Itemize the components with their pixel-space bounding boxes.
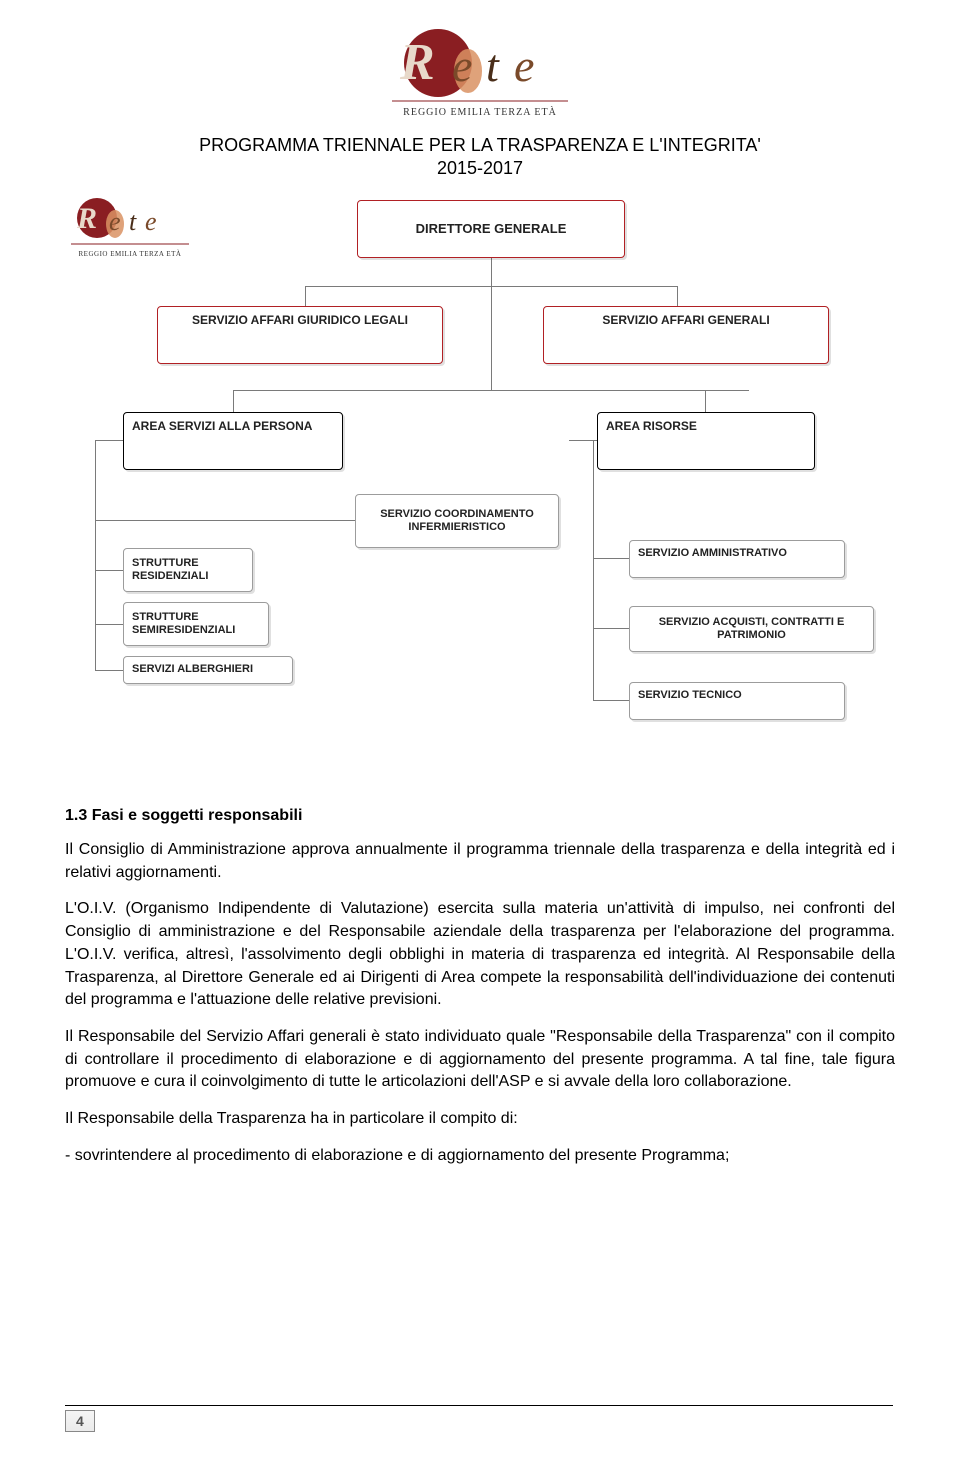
paragraph-4: Il Responsabile della Trasparenza ha in …	[65, 1108, 895, 1131]
org-connector	[491, 286, 492, 390]
org-node-alberghieri: SERVIZI ALBERGHIERI	[123, 656, 293, 684]
svg-text:t: t	[486, 40, 500, 91]
svg-text:e: e	[145, 207, 157, 236]
org-node-acquisti: SERVIZIO ACQUISTI, CONTRATTI E PATRIMONI…	[629, 606, 874, 652]
org-connector	[593, 628, 629, 629]
paragraph-2: L'O.I.V. (Organismo Indipendente di Valu…	[65, 898, 895, 1012]
org-node-legali: SERVIZIO AFFARI GIURIDICO LEGALI	[157, 306, 443, 364]
org-connector	[343, 520, 355, 521]
section-heading: 1.3 Fasi e soggetti responsabili	[65, 807, 895, 825]
page-footer: 4	[65, 1405, 893, 1432]
org-connector	[95, 440, 96, 670]
paragraph-3: Il Responsabile del Servizio Affari gene…	[65, 1026, 895, 1094]
org-connector	[95, 520, 343, 521]
org-node-persona: AREA SERVIZI ALLA PERSONA	[123, 412, 343, 470]
doc-year: 2015-2017	[65, 158, 895, 179]
org-node-tecnico: SERVIZIO TECNICO	[629, 682, 845, 720]
org-connector	[593, 558, 629, 559]
page-number: 4	[65, 1410, 95, 1432]
body-content: 1.3 Fasi e soggetti responsabili Il Cons…	[65, 807, 895, 1168]
svg-text:REGGIO EMILIA TERZA ETÀ: REGGIO EMILIA TERZA ETÀ	[403, 106, 557, 118]
header-logo: R e t e REGGIO EMILIA TERZA ETÀ	[65, 0, 895, 125]
svg-text:R: R	[399, 34, 435, 91]
org-connector	[593, 440, 594, 700]
org-node-risorse: AREA RISORSE	[597, 412, 815, 470]
org-connector	[95, 570, 123, 571]
org-connector	[491, 258, 492, 286]
org-connector	[95, 670, 123, 671]
rete-logo-icon: R e t e REGGIO EMILIA TERZA ETÀ	[370, 25, 590, 120]
org-chart: R e t e REGGIO EMILIA TERZA ETÀ DIRETTOR…	[65, 194, 895, 789]
org-node-residenziali: STRUTTURE RESIDENZIALI	[123, 548, 253, 592]
org-connector	[95, 440, 123, 441]
svg-text:REGGIO EMILIA TERZA ETÀ: REGGIO EMILIA TERZA ETÀ	[79, 250, 182, 258]
svg-text:R: R	[76, 202, 97, 235]
svg-text:e: e	[452, 40, 472, 91]
org-connector	[233, 390, 234, 412]
org-connector	[677, 286, 678, 306]
org-connector	[705, 390, 706, 412]
doc-title: PROGRAMMA TRIENNALE PER LA TRASPARENZA E…	[65, 135, 895, 156]
svg-text:e: e	[109, 207, 121, 236]
svg-text:e: e	[514, 40, 534, 91]
org-connector	[569, 440, 597, 441]
org-connector	[233, 390, 749, 391]
svg-text:t: t	[129, 207, 137, 236]
org-connector	[95, 624, 123, 625]
org-node-direttore: DIRETTORE GENERALE	[357, 200, 625, 258]
paragraph-5: - sovrintendere al procedimento di elabo…	[65, 1145, 895, 1168]
org-connector	[305, 286, 306, 306]
org-node-amministrativo: SERVIZIO AMMINISTRATIVO	[629, 540, 845, 578]
org-connector	[593, 700, 629, 701]
paragraph-1: Il Consiglio di Amministrazione approva …	[65, 839, 895, 884]
org-node-infermier: SERVIZIO COORDINAMENTO INFERMIERISTICO	[355, 494, 559, 548]
rete-small-logo-icon: R e t e REGGIO EMILIA TERZA ETÀ	[65, 194, 195, 266]
org-node-generali: SERVIZIO AFFARI GENERALI	[543, 306, 829, 364]
org-node-semiresidenziali: STRUTTURE SEMIRESIDENZIALI	[123, 602, 269, 646]
